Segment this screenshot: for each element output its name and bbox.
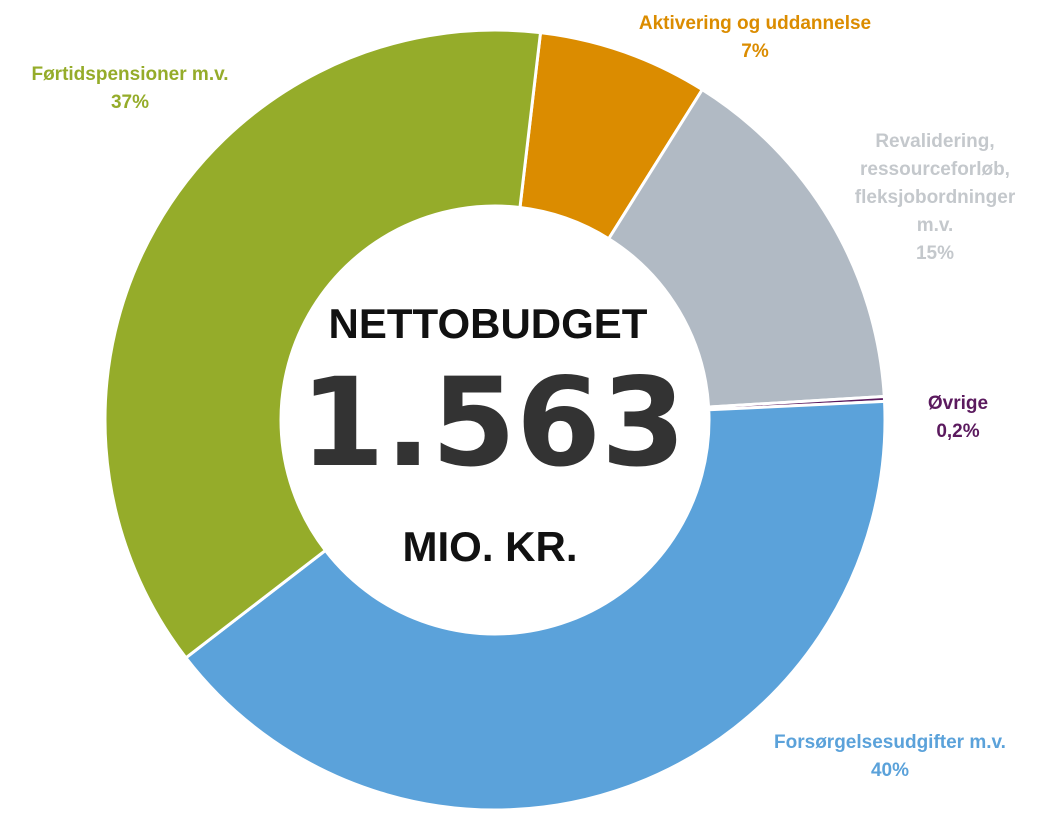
category-name: Forsørgelsesudgifter m.v. [774,732,1006,753]
category-name: Førtidspensioner m.v. [31,64,229,85]
slice [103,28,543,660]
value-label: 7% [741,41,769,62]
value-label: 40% [870,760,910,781]
slice-label: Førtidspensioner m.v. 37% [31,61,228,117]
value-label: 0,2% [936,421,980,442]
category-name: Aktivering og uddannelse [638,13,872,34]
slice-label: Øvrige 0,2% [928,390,988,446]
category-name: Revalidering, ressourceforløb, fleksjobo… [854,131,1016,236]
slice [183,399,887,812]
center-unit: MIO. KR. [403,523,578,570]
center-title: NETTOBUDGET [329,300,648,347]
slice-label: Aktivering og uddannelse 7% [639,10,871,66]
value-label: 37% [110,92,150,113]
value-label: 15% [915,243,955,264]
center-value: 1.563 [300,352,686,494]
slice-label: Revalidering, ressourceforløb, fleksjobo… [835,128,1035,268]
slice-label: Forsørgelsesudgifter m.v. 40% [774,729,1006,785]
slice [606,87,886,409]
category-name: Øvrige [927,393,989,414]
